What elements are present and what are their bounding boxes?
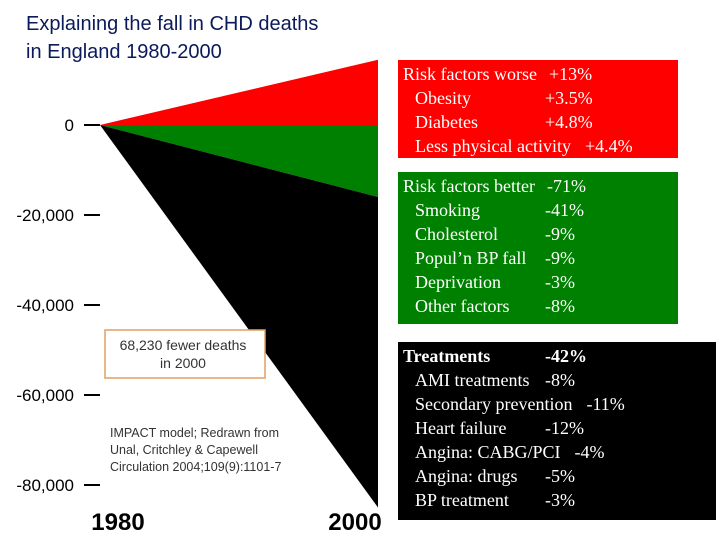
panel: Risk factors worse +13% Obesity +3.5% Diabet…: [398, 60, 678, 158]
panel-item-value: -5%: [545, 466, 575, 486]
panel-item-label: Angina: CABG/PCI: [415, 442, 561, 462]
panel-title: Risk factors worse: [403, 64, 537, 84]
annotation-box: [104, 329, 266, 379]
panel-title-value: -71%: [547, 176, 586, 196]
panel-item-label: Secondary prevention: [415, 394, 572, 414]
panel-title: Treatments: [403, 346, 490, 366]
panel-item-label: Smoking: [415, 200, 480, 220]
panel-item-value: -11%: [586, 394, 624, 414]
wedge: [100, 125, 378, 508]
wedge: [100, 59, 378, 125]
panel-item-label: Deprivation: [415, 272, 501, 292]
panel: Risk factors better -71% Smoking -41% Choles…: [398, 172, 678, 324]
panel-item-label: Angina: drugs: [415, 466, 518, 486]
panel-box: [398, 172, 678, 324]
y-tick-label: -60,000: [16, 386, 74, 405]
y-tick-label: -20,000: [16, 206, 74, 225]
annotation: 68,230 fewer deaths: [120, 337, 247, 353]
panel-item-value: +4.8%: [545, 112, 593, 132]
panel-item-value: -4%: [575, 442, 605, 462]
panel-item-value: -9%: [545, 224, 575, 244]
panel-box: [398, 60, 678, 158]
panel-item-label: Diabetes: [415, 112, 478, 132]
panel-item-label: Cholesterol: [415, 224, 498, 244]
panel-item-value: -41%: [545, 200, 584, 220]
panel-item-label: Less physical activity: [415, 136, 571, 156]
panel-item-value: -12%: [545, 418, 584, 438]
panel-item-label: Other factors: [415, 296, 509, 316]
y-tick-label: 0: [65, 116, 74, 135]
panel-box: [398, 342, 716, 520]
title-line: in England 1980-2000: [26, 41, 222, 63]
panel-title-value: -42%: [545, 346, 587, 366]
panel-item-value: -9%: [545, 248, 575, 268]
panel-item-label: AMI treatments: [415, 370, 529, 390]
annotation: in 2000: [160, 355, 206, 371]
panel-item-value: -8%: [545, 296, 575, 316]
panel-item-label: Heart failure: [415, 418, 506, 438]
source: Unal, Critchley & Capewell: [110, 443, 258, 457]
source: Circulation 2004;109(9):1101-7: [110, 460, 281, 474]
x-tick-label: 1980: [91, 509, 144, 536]
panel-item-label: Popul’n BP fall: [415, 248, 526, 268]
panel-title: Risk factors better: [403, 176, 535, 196]
source: IMPACT model; Redrawn from: [110, 426, 279, 440]
panel-title-value: +13%: [549, 64, 592, 84]
panel-item-value: -8%: [545, 370, 575, 390]
y-tick-label: -80,000: [16, 476, 74, 495]
panel-item-value: -3%: [545, 272, 575, 292]
panel-item-label: BP treatment: [415, 490, 509, 510]
title-line: Explaining the fall in CHD deaths: [26, 13, 318, 35]
x-tick-label: 2000: [328, 509, 381, 536]
panel: Treatments -42% AMI treatments -8% Secondary…: [398, 342, 716, 520]
panel-item-label: Obesity: [415, 88, 471, 108]
panel-item-value: +4.4%: [585, 136, 633, 156]
y-tick-label: -40,000: [16, 296, 74, 315]
panel-item-value: +3.5%: [545, 88, 593, 108]
panel-item-value: -3%: [545, 490, 575, 510]
